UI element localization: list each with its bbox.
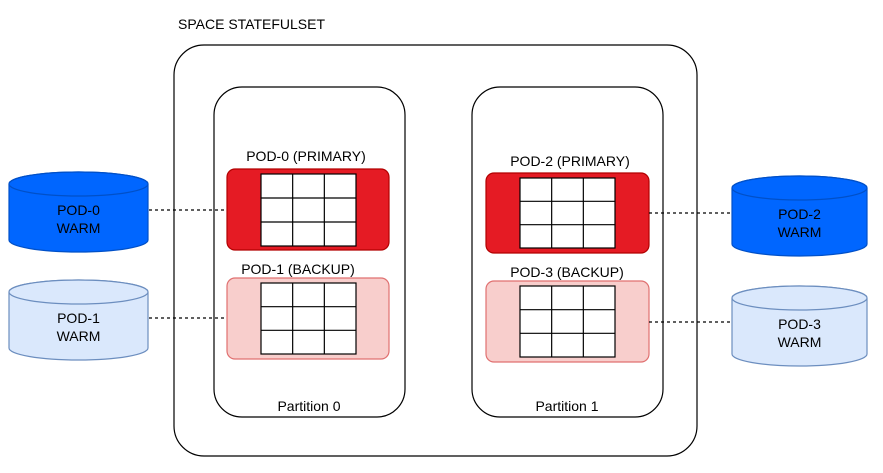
pod-2-warm-cylinder[interactable]: POD-2 WARM [731, 175, 868, 257]
pod-2-primary-label: POD-2 (PRIMARY) [510, 153, 630, 169]
warm-store-pod-label: POD-2 [778, 206, 821, 222]
pod-1-backup-grid-icon [260, 282, 357, 355]
partition-0-label: Partition 0 [277, 398, 340, 414]
pod-1-warm-cylinder[interactable]: POD-1 WARM [8, 279, 149, 361]
pod-3-warm-cylinder[interactable]: POD-3 WARM [731, 285, 868, 367]
partition-1-label: Partition 1 [535, 398, 598, 414]
pod-3-backup-grid-icon [519, 285, 616, 358]
cylinder-lid [8, 171, 149, 197]
pod-0-primary-grid-icon [260, 173, 357, 247]
warm-store-pod-label: POD-0 [57, 202, 100, 218]
pod-0-primary-label: POD-0 (PRIMARY) [246, 148, 366, 164]
cylinder-lid [731, 285, 868, 311]
warm-store-tier-label: WARM [57, 220, 101, 236]
warm-store-pod-label: POD-1 [57, 310, 100, 326]
pod-1-backup-label: POD-1 (BACKUP) [241, 261, 355, 277]
warm-store-tier-label: WARM [778, 334, 822, 350]
warm-store-tier-label: WARM [57, 328, 101, 344]
warm-store-pod-label: POD-3 [778, 316, 821, 332]
pod-2-primary-grid-icon [519, 177, 616, 249]
partition-0: Partition 0 POD-0 (PRIMARY) POD-1 (BACKU… [213, 86, 406, 418]
cylinder-lid [8, 279, 149, 305]
partition-1: Partition 1 POD-2 (PRIMARY) POD-3 (BACKU… [471, 86, 664, 418]
partition-0-box [213, 86, 406, 418]
cylinder-lid [731, 175, 868, 201]
pod-0-warm-cylinder[interactable]: POD-0 WARM [8, 171, 149, 253]
statefulset-title: SPACE STATEFULSET [178, 16, 325, 32]
warm-store-tier-label: WARM [778, 224, 822, 240]
pod-3-backup-label: POD-3 (BACKUP) [510, 264, 624, 280]
